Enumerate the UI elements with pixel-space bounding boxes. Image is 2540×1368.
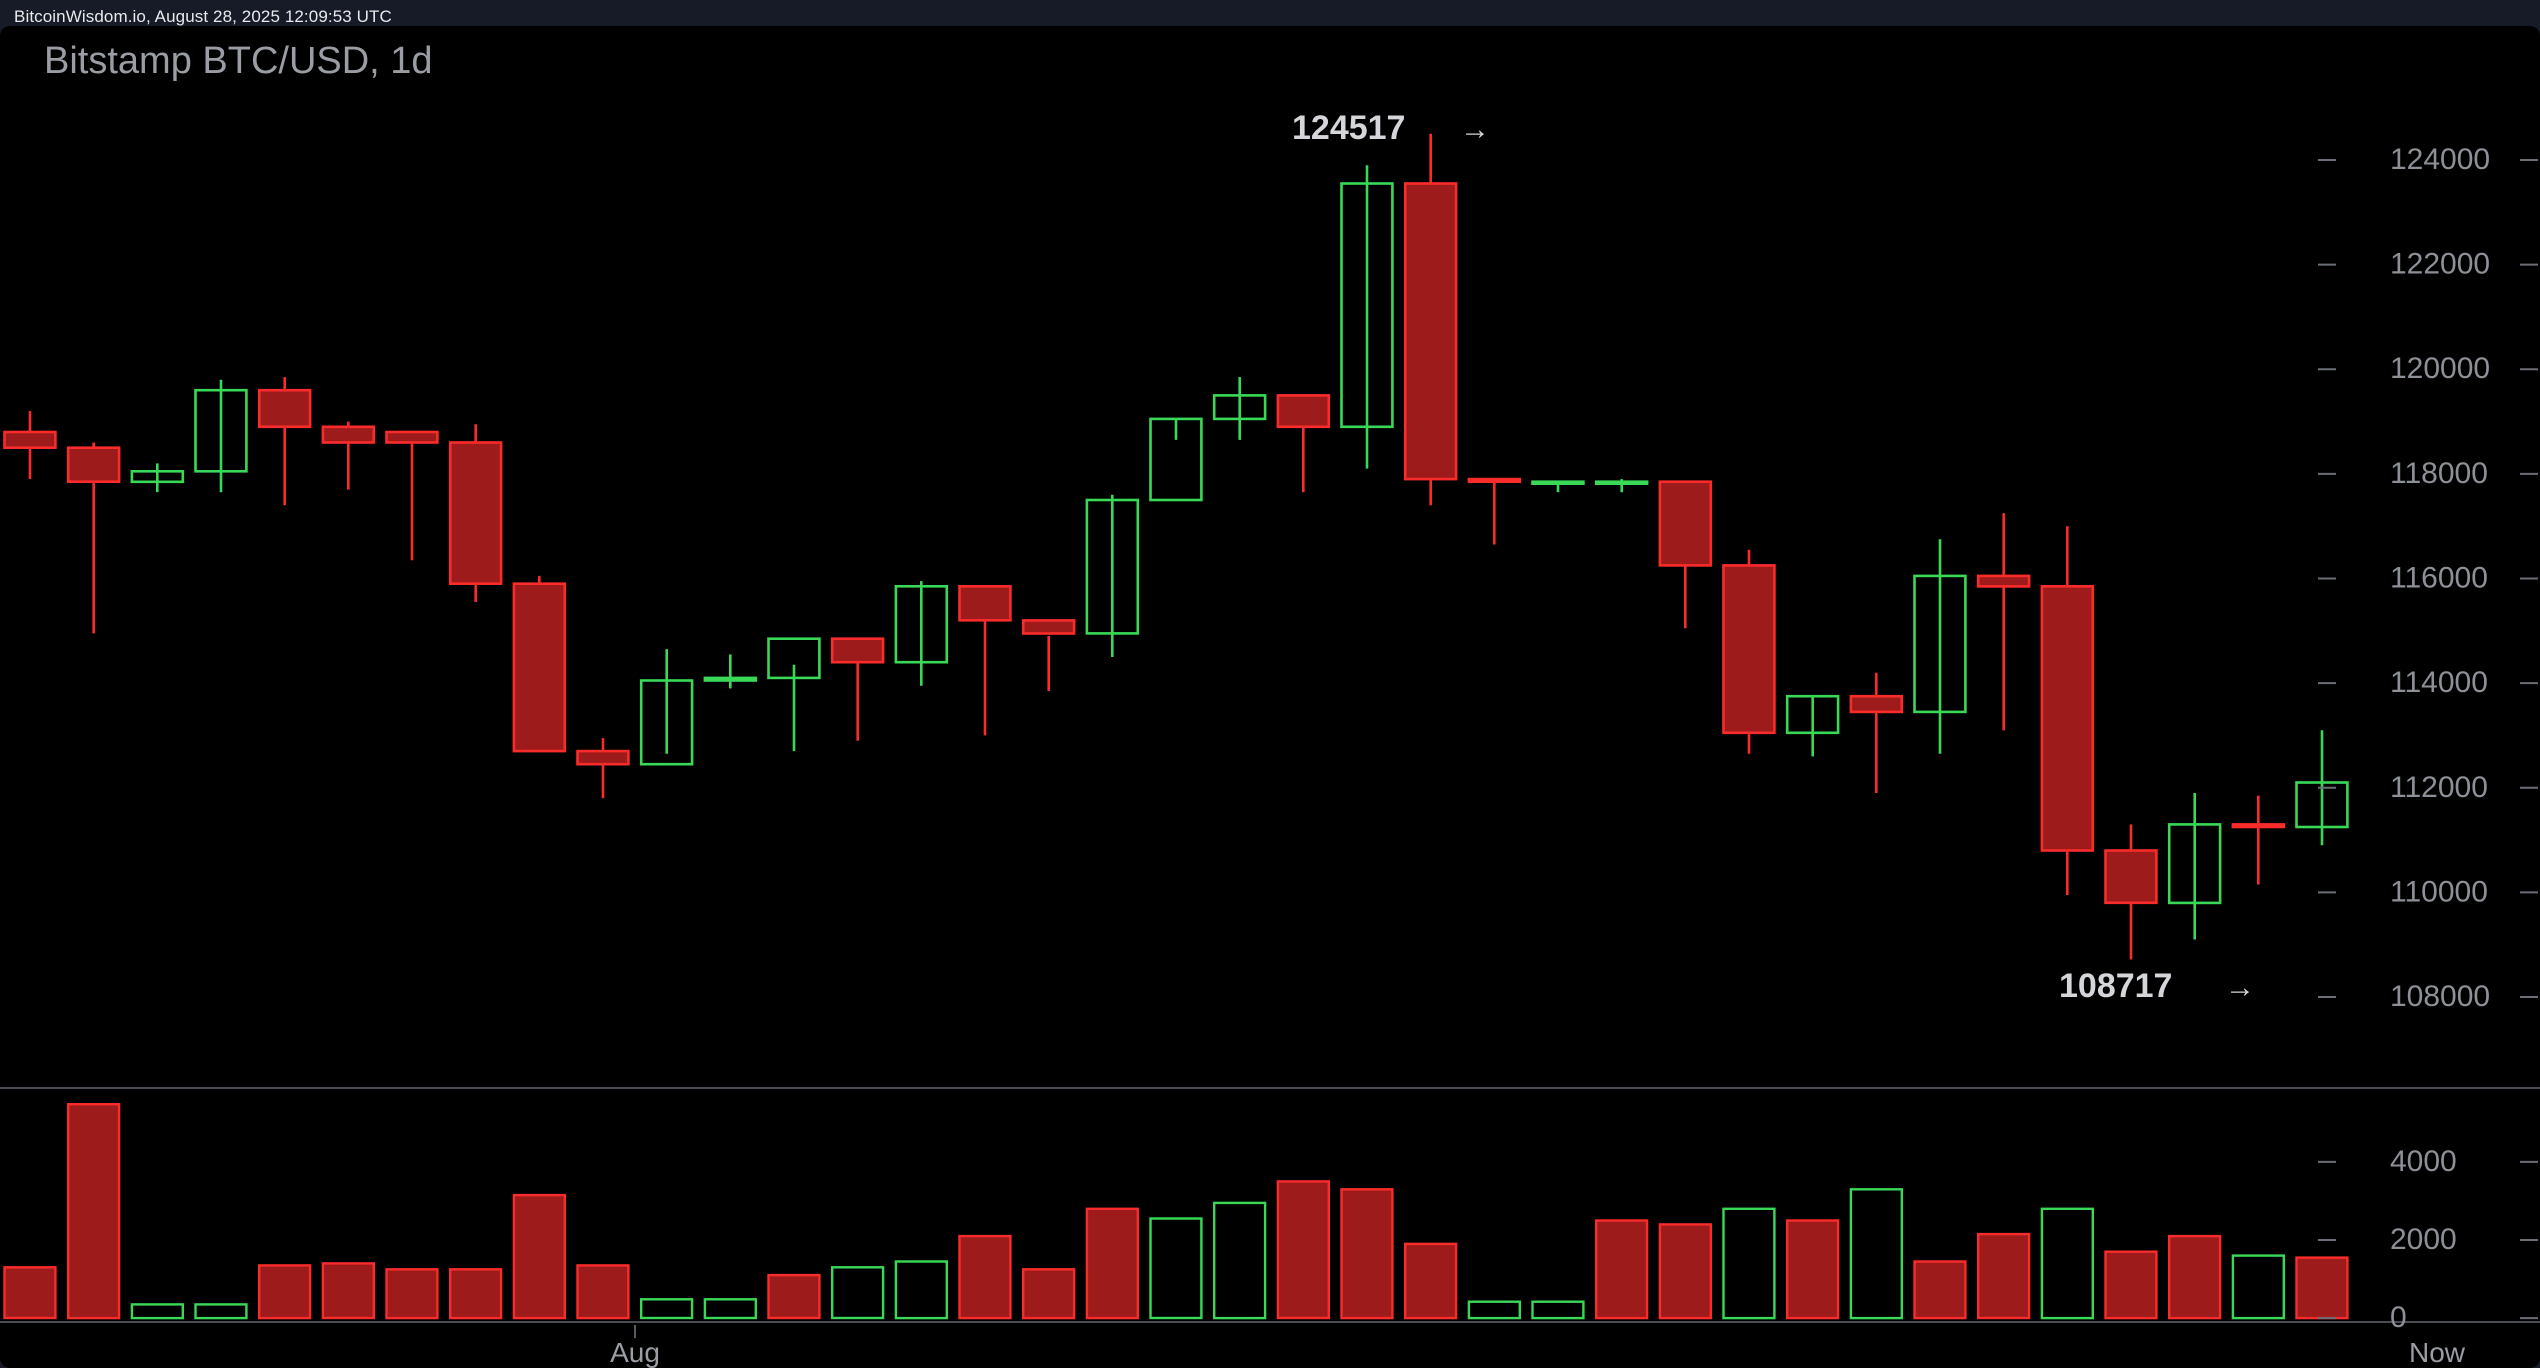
svg-text:Now: Now xyxy=(2409,1337,2466,1368)
svg-text:→: → xyxy=(2225,971,2255,1004)
svg-text:2000: 2000 xyxy=(2390,1223,2457,1256)
svg-text:124517: 124517 xyxy=(1292,109,1405,147)
svg-text:110000: 110000 xyxy=(2390,875,2488,908)
svg-text:124000: 124000 xyxy=(2390,143,2490,176)
svg-text:→: → xyxy=(1460,113,1490,146)
svg-text:114000: 114000 xyxy=(2390,666,2488,699)
svg-text:4000: 4000 xyxy=(2390,1145,2457,1178)
svg-text:118000: 118000 xyxy=(2390,457,2488,490)
svg-text:112000: 112000 xyxy=(2390,771,2488,804)
svg-text:108717: 108717 xyxy=(2059,967,2172,1005)
svg-text:116000: 116000 xyxy=(2390,562,2488,595)
svg-text:108000: 108000 xyxy=(2390,980,2490,1013)
svg-text:122000: 122000 xyxy=(2390,248,2490,281)
svg-text:Aug: Aug xyxy=(610,1337,660,1368)
svg-text:0: 0 xyxy=(2390,1301,2407,1334)
svg-text:120000: 120000 xyxy=(2390,352,2490,385)
